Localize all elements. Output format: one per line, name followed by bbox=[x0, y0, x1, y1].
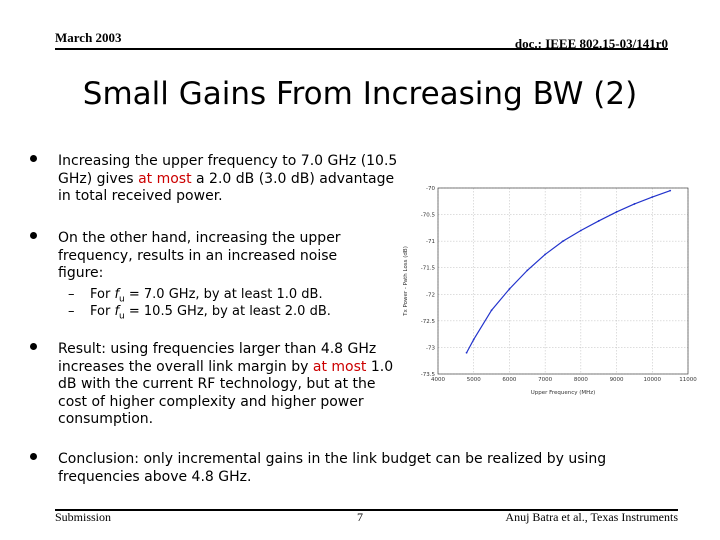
chart-y-tick-label: -72 bbox=[426, 292, 435, 298]
chart-data-point bbox=[651, 196, 654, 198]
chart-plot-frame bbox=[437, 187, 689, 375]
chart-y-tick-label: -73.5 bbox=[421, 372, 436, 378]
footer-page-number: 7 bbox=[357, 510, 363, 524]
chart-data-point bbox=[615, 211, 618, 213]
chart-data-point bbox=[669, 189, 672, 192]
bullet-dot bbox=[30, 343, 37, 350]
chart-x-tick-label: 7000 bbox=[538, 377, 552, 383]
chart-x-tick-label: 5000 bbox=[467, 377, 481, 383]
chart-y-tick-label: -70.5 bbox=[421, 213, 436, 219]
chart-x-tick-label: 10000 bbox=[644, 377, 662, 383]
chart-x-tick-label: 11000 bbox=[679, 377, 697, 383]
chart-y-tick-label: -72.5 bbox=[421, 319, 436, 325]
slide-title: Small Gains From Increasing BW (2) bbox=[82, 76, 638, 112]
chart-data-point bbox=[465, 351, 468, 354]
chart-data-point bbox=[490, 309, 493, 312]
chart-y-label: Tx Power - Path Loss (dB) bbox=[403, 246, 409, 317]
chart-y-tick-label: -71 bbox=[426, 239, 435, 245]
chart-data-point bbox=[633, 203, 636, 205]
chart-y-tick-label: -71.5 bbox=[421, 266, 436, 272]
header-doc-id: doc.: IEEE 802.15-03/141r0 bbox=[514, 36, 668, 51]
chart-x-tick-label: 6000 bbox=[502, 377, 516, 383]
bullet-dot bbox=[30, 453, 37, 460]
chart-data-point bbox=[508, 288, 511, 290]
chart-svg: 4000 5000 6000 7000 8000 9000 10000 11000 -70 -70… bbox=[400, 183, 700, 398]
footer-submission: Submission bbox=[55, 510, 112, 524]
chart-data-point bbox=[579, 229, 582, 232]
bullet-dot bbox=[30, 232, 37, 239]
chart-x-tick-label: 9000 bbox=[610, 377, 624, 383]
chart-y-tick-label: -73 bbox=[426, 345, 435, 351]
chart-data-point bbox=[544, 253, 547, 256]
chart-y-tick-label: -70 bbox=[426, 186, 435, 192]
chart-data-point bbox=[562, 240, 564, 243]
chart-data-point bbox=[472, 338, 475, 341]
chart-points bbox=[465, 189, 672, 354]
chart-background bbox=[400, 183, 700, 398]
footer-author: Anuj Batra et al., Texas Instruments bbox=[505, 510, 678, 524]
bullet-3-text: Result: using frequencies larger than 4.… bbox=[58, 341, 394, 427]
bullet-4-text: Conclusion: only incremental gains in th… bbox=[58, 451, 607, 485]
header-date: March 2003 bbox=[55, 30, 122, 45]
bullet-1-text: Increasing the upper frequency to 7.0 GH… bbox=[58, 153, 398, 204]
chart-data-point bbox=[526, 269, 529, 272]
chart-x-tick-label: 4000 bbox=[431, 377, 445, 383]
chart-data-point bbox=[597, 220, 600, 222]
bullet-dot bbox=[30, 155, 37, 162]
footer-rule bbox=[55, 509, 678, 511]
header-rule bbox=[55, 48, 668, 50]
chart: 4000 5000 6000 7000 8000 9000 10000 11000 -70 -70… bbox=[400, 183, 700, 398]
bullet-2-text: On the other hand, increasing the upper … bbox=[58, 230, 341, 281]
chart-x-tick-label: 8000 bbox=[574, 377, 588, 383]
chart-ticks: 4000 5000 6000 7000 8000 9000 10000 11000 -70 -70… bbox=[421, 186, 697, 383]
chart-x-label: Upper Frequency (MHz) bbox=[531, 390, 596, 396]
